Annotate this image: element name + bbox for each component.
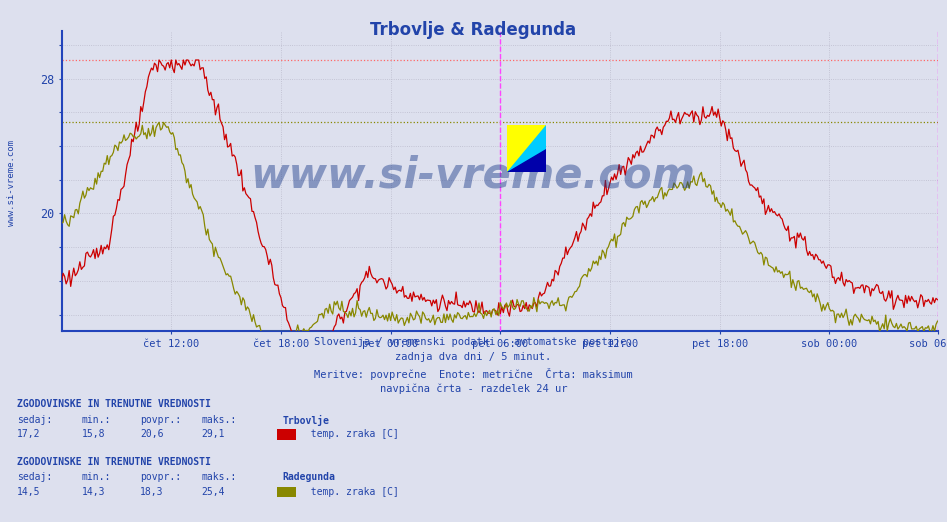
Polygon shape bbox=[507, 125, 546, 172]
Polygon shape bbox=[507, 149, 546, 172]
Text: 14,5: 14,5 bbox=[17, 487, 41, 497]
Text: min.:: min.: bbox=[81, 472, 111, 482]
Text: maks.:: maks.: bbox=[202, 415, 237, 425]
Text: min.:: min.: bbox=[81, 415, 111, 425]
Text: Trbovlje: Trbovlje bbox=[282, 415, 330, 426]
Text: povpr.:: povpr.: bbox=[140, 415, 181, 425]
Text: 25,4: 25,4 bbox=[202, 487, 225, 497]
Text: sedaj:: sedaj: bbox=[17, 472, 52, 482]
Text: maks.:: maks.: bbox=[202, 472, 237, 482]
Text: temp. zraka [C]: temp. zraka [C] bbox=[299, 487, 399, 497]
Text: sedaj:: sedaj: bbox=[17, 415, 52, 425]
Text: 15,8: 15,8 bbox=[81, 429, 105, 439]
Text: 20,6: 20,6 bbox=[140, 429, 164, 439]
Polygon shape bbox=[507, 125, 546, 172]
Text: 18,3: 18,3 bbox=[140, 487, 164, 497]
Text: 14,3: 14,3 bbox=[81, 487, 105, 497]
Text: povpr.:: povpr.: bbox=[140, 472, 181, 482]
Text: zadnja dva dni / 5 minut.: zadnja dva dni / 5 minut. bbox=[396, 352, 551, 362]
Text: 17,2: 17,2 bbox=[17, 429, 41, 439]
Text: www.si-vreme.com: www.si-vreme.com bbox=[7, 140, 16, 226]
Text: ZGODOVINSKE IN TRENUTNE VREDNOSTI: ZGODOVINSKE IN TRENUTNE VREDNOSTI bbox=[17, 457, 211, 467]
Text: Radegunda: Radegunda bbox=[282, 472, 335, 482]
Text: Meritve: povprečne  Enote: metrične  Črta: maksimum: Meritve: povprečne Enote: metrične Črta:… bbox=[314, 368, 633, 380]
Text: navpična črta - razdelek 24 ur: navpična črta - razdelek 24 ur bbox=[380, 384, 567, 394]
Text: Slovenija / vremenski podatki - avtomatske postaje.: Slovenija / vremenski podatki - avtomats… bbox=[314, 337, 633, 347]
Text: 29,1: 29,1 bbox=[202, 429, 225, 439]
Text: Trbovlje & Radegunda: Trbovlje & Radegunda bbox=[370, 21, 577, 39]
Text: www.si-vreme.com: www.si-vreme.com bbox=[251, 155, 696, 196]
Text: ZGODOVINSKE IN TRENUTNE VREDNOSTI: ZGODOVINSKE IN TRENUTNE VREDNOSTI bbox=[17, 399, 211, 409]
Text: temp. zraka [C]: temp. zraka [C] bbox=[299, 429, 399, 439]
